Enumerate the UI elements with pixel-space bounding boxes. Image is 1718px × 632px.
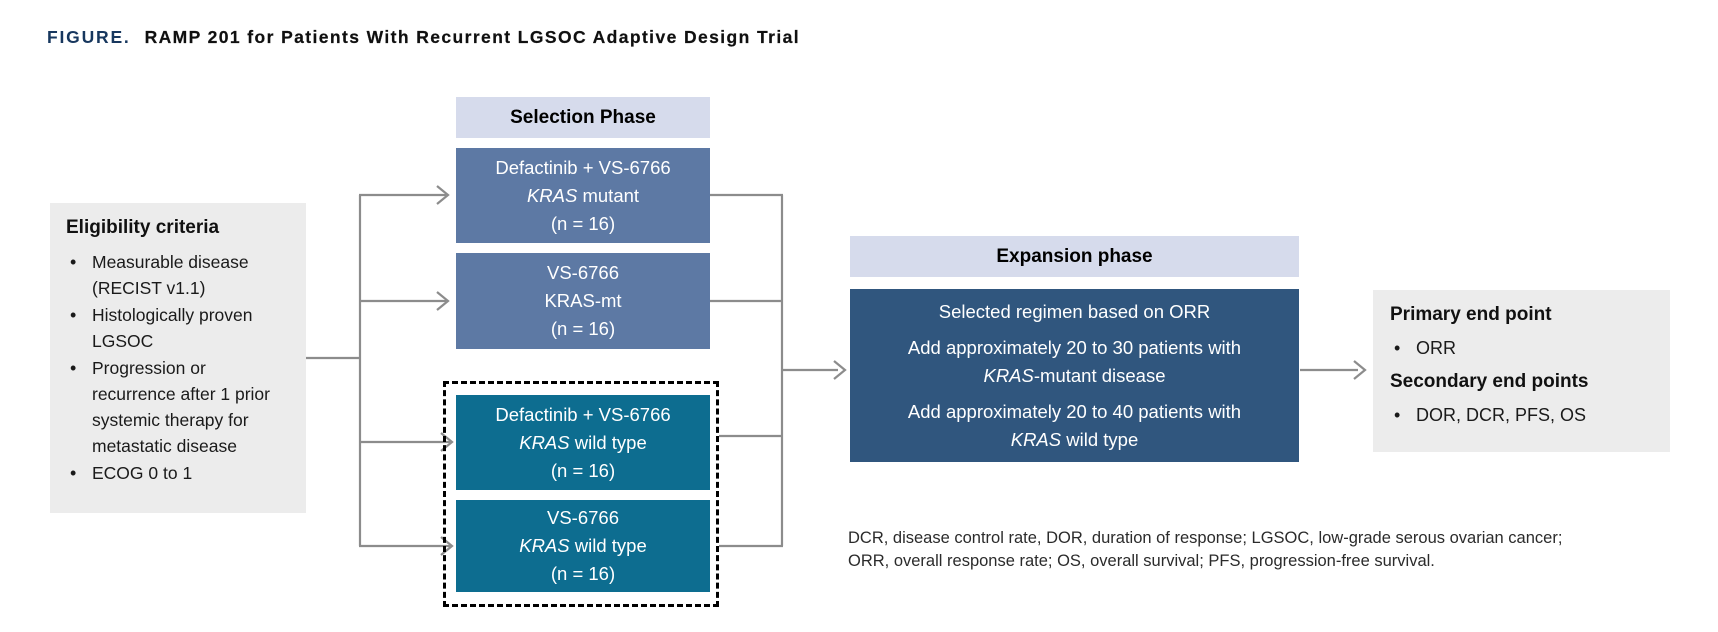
arm-box-defactinib-vs6766-kras-wild-type: Defactinib + VS-6766 KRAS wild type (n =… bbox=[456, 395, 710, 490]
eligibility-heading: Eligibility criteria bbox=[66, 217, 220, 238]
arm-population: KRAS mutant bbox=[526, 184, 640, 206]
arm-population: KRAS wild type bbox=[519, 431, 647, 453]
footnote-line: ORR, overall response rate; OS, overall … bbox=[848, 552, 1435, 570]
endpoints-panel: Primary end point ORR Secondary end poin… bbox=[1373, 290, 1670, 452]
eligibility-item: Histologically proven LGSOC bbox=[66, 302, 288, 354]
primary-endpoint-item: ORR bbox=[1390, 335, 1666, 361]
eligibility-item: Measurable disease (RECIST v1.1) bbox=[66, 249, 288, 301]
arm-regimen: VS-6766 bbox=[547, 262, 619, 283]
arm-sample-size: (n = 16) bbox=[550, 563, 616, 584]
arm-population: KRAS wild type bbox=[519, 535, 647, 556]
secondary-endpoint-item: DOR, DCR, PFS, OS bbox=[1390, 402, 1666, 428]
secondary-endpoint-heading: Secondary end points bbox=[1390, 371, 1589, 392]
primary-endpoint-list: ORR bbox=[1390, 335, 1670, 361]
arm-sample-size: (n = 16) bbox=[550, 459, 616, 481]
figure-label: FIGURE. bbox=[47, 27, 131, 47]
eligibility-list: Measurable disease (RECIST v1.1) Histolo… bbox=[66, 249, 294, 486]
expansion-line-selected-regimen: Selected regimen based on ORR bbox=[938, 300, 1211, 322]
expansion-line-kras-wild-type: Add approximately 20 to 40 patients with… bbox=[907, 400, 1242, 450]
arm-box-defactinib-vs6766-kras-mutant: Defactinib + VS-6766 KRAS mutant (n = 16… bbox=[456, 148, 710, 243]
primary-endpoint-heading: Primary end point bbox=[1390, 304, 1552, 325]
expansion-phase-header: Expansion phase bbox=[850, 236, 1299, 277]
eligibility-item: Progression or recurrence after 1 prior … bbox=[66, 355, 288, 459]
expansion-phase-box: Selected regimen based on ORR Add approx… bbox=[850, 289, 1299, 462]
selection-phase-header: Selection Phase bbox=[456, 97, 710, 138]
arm-sample-size: (n = 16) bbox=[550, 212, 616, 234]
kras-wild-type-group-outline bbox=[443, 381, 719, 607]
expansion-line-kras-mutant: Add approximately 20 to 30 patients with… bbox=[907, 336, 1242, 386]
eligibility-item: ECOG 0 to 1 bbox=[66, 460, 288, 486]
secondary-endpoint-list: DOR, DCR, PFS, OS bbox=[1390, 402, 1670, 428]
eligibility-criteria-panel: Eligibility criteria Measurable disease … bbox=[50, 203, 306, 513]
arm-box-vs6766-kras-wild-type: VS-6766 KRAS wild type (n = 16) bbox=[456, 500, 710, 592]
arm-box-vs6766-kras-mt: VS-6766 KRAS-mt (n = 16) bbox=[456, 253, 710, 349]
arm-sample-size: (n = 16) bbox=[550, 318, 616, 339]
figure-title-text: RAMP 201 for Patients With Recurrent LGS… bbox=[144, 27, 800, 47]
abbreviation-footnote: DCR, disease control rate, DOR, duration… bbox=[848, 527, 1562, 573]
arm-regimen: Defactinib + VS-6766 bbox=[495, 403, 671, 425]
figure-title: FIGURE. RAMP 201 for Patients With Recurr… bbox=[47, 27, 800, 48]
arm-regimen: VS-6766 bbox=[547, 507, 619, 528]
arm-regimen: Defactinib + VS-6766 bbox=[495, 156, 671, 178]
arm-population: KRAS-mt bbox=[544, 290, 622, 311]
footnote-line: DCR, disease control rate, DOR, duration… bbox=[848, 529, 1563, 547]
